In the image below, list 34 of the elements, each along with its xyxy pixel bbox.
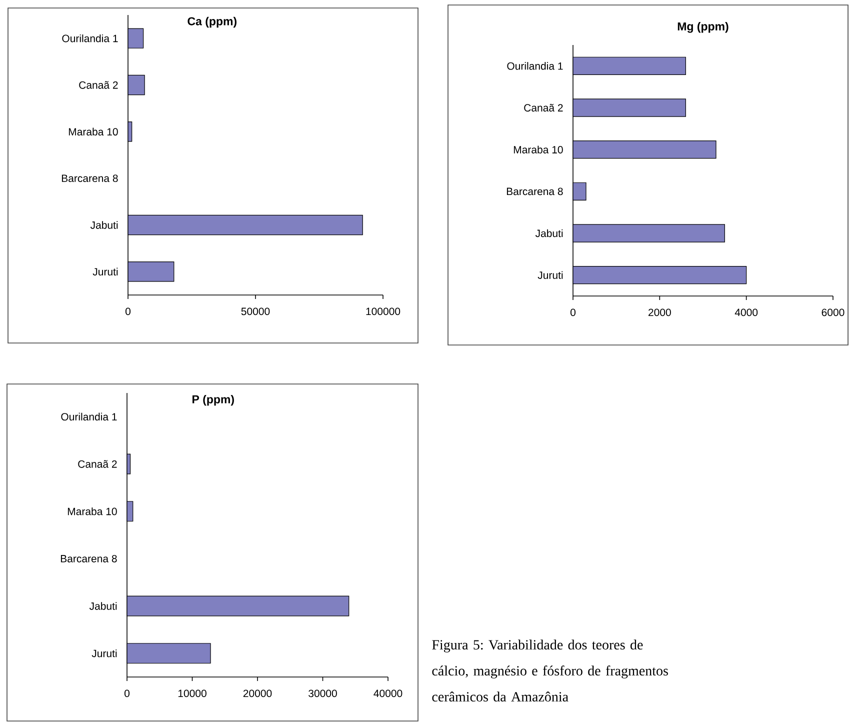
y-tick-label: Juruti: [92, 268, 118, 276]
chart-title: P (ppm): [192, 394, 234, 406]
y-tick-label: Juruti: [92, 649, 117, 658]
y-tick-label: Jabuti: [90, 221, 118, 229]
x-tick-label: 0: [570, 308, 576, 316]
y-tick-label: Jabuti: [535, 229, 563, 238]
x-tick-label: 20000: [243, 690, 272, 698]
y-tick-label: Juruti: [538, 271, 563, 279]
y-tick-label: Canaã 2: [79, 81, 118, 89]
x-tick-label: 4000: [734, 308, 758, 316]
y-tick-label: Ourilandia 1: [507, 62, 563, 70]
x-tick-label: 30000: [308, 690, 337, 698]
y-tick-label: Barcarena 8: [506, 188, 563, 196]
y-tick-label: Maraba 10: [514, 146, 563, 154]
x-tick-label: 50000: [241, 308, 270, 316]
x-tick-label: 0: [125, 308, 131, 316]
y-tick-label: Barcarena 8: [62, 174, 118, 182]
y-tick-label: Barcarena 8: [60, 554, 117, 562]
x-tick-label: 2000: [648, 308, 671, 316]
x-tick-label: 10000: [178, 690, 206, 698]
y-tick-label: Ourilandia 1: [61, 412, 117, 421]
x-tick-label: 100000: [366, 308, 400, 316]
y-tick-label: Canaã 2: [78, 460, 117, 468]
y-tick-label: Canaã 2: [524, 104, 563, 112]
x-tick-label: 6000: [822, 308, 844, 316]
chart-title: Mg (ppm): [678, 22, 728, 33]
text: Figura 5: Variabilidade dos teores de cálcio, magnésio e fósforo de fragmentos cerâmicos da Amazônia: [432, 640, 668, 702]
y-tick-label: Ourilandia 1: [62, 34, 118, 42]
x-tick-label: 40000: [374, 690, 402, 698]
y-tick-label: Maraba 10: [68, 128, 118, 136]
y-tick-label: Maraba 10: [68, 507, 117, 516]
x-tick-label: 0: [124, 690, 130, 698]
chart-title: Ca (ppm): [188, 16, 236, 28]
y-tick-label: Jabuti: [89, 602, 117, 610]
